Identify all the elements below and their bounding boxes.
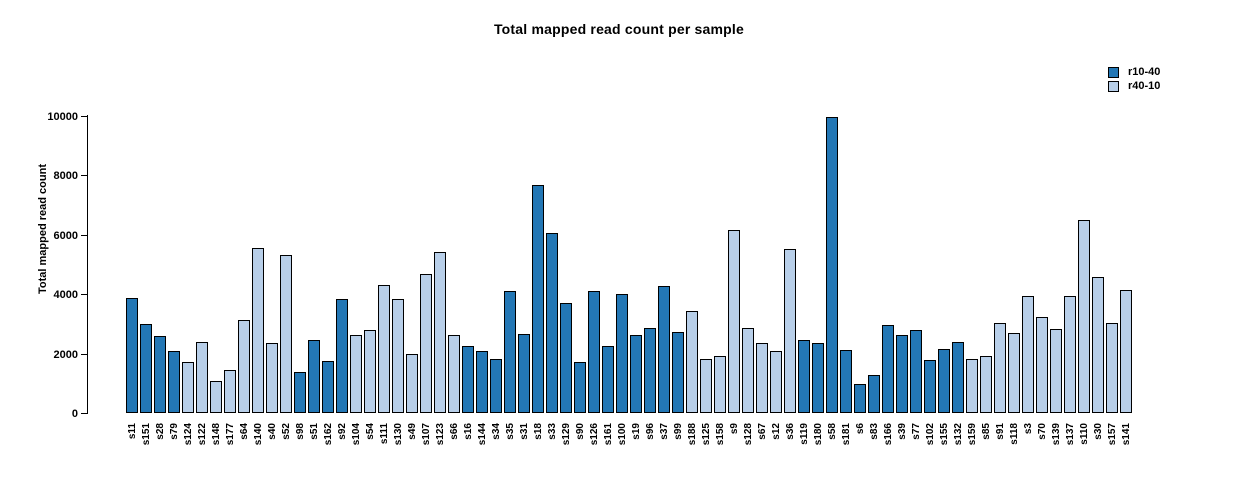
bar-s83 (868, 375, 881, 413)
bar-s90 (574, 362, 587, 413)
bar-s40 (266, 343, 279, 413)
bar-s111 (378, 285, 391, 413)
legend-swatch-r40-10-icon (1108, 80, 1119, 92)
bar-s180 (812, 343, 825, 413)
bar-s67 (756, 343, 769, 413)
bar-s51 (308, 340, 321, 413)
bar-s52 (280, 255, 293, 413)
bar-s3 (1022, 296, 1035, 413)
legend-item-r10-40: r10-40 (1108, 65, 1160, 79)
bar-s107 (420, 274, 433, 413)
bar-s100 (616, 294, 629, 413)
bar-s92 (336, 299, 349, 413)
bar-s28 (154, 336, 167, 413)
bar-s137 (1064, 296, 1077, 413)
y-tick-label: 6000 (53, 229, 78, 242)
bar-s104 (350, 335, 363, 413)
y-tick-label: 8000 (53, 169, 78, 182)
bar-s18 (532, 185, 545, 413)
bar-s12 (770, 351, 783, 413)
bar-s110 (1078, 220, 1091, 413)
bar-s139 (1050, 329, 1063, 413)
legend-swatch-r10-40-icon (1108, 66, 1119, 78)
bar-s66 (448, 335, 461, 413)
bar-s98 (294, 372, 307, 413)
bar-s155 (938, 349, 951, 413)
bar-s122 (196, 342, 209, 413)
bar-s70 (1036, 317, 1049, 413)
bar-s35 (504, 291, 517, 413)
bar-s158 (714, 356, 727, 413)
bar-s123 (434, 252, 447, 413)
bar-s30 (1092, 277, 1105, 413)
y-axis-line (87, 115, 88, 414)
legend: r10-40 r40-10 (1108, 65, 1160, 93)
y-tick-label: 4000 (53, 288, 78, 301)
legend-label-r10-40: r10-40 (1128, 66, 1161, 78)
bar-s102 (924, 360, 937, 413)
bar-s159 (966, 359, 979, 413)
bar-s77 (910, 330, 923, 413)
bar-s128 (742, 328, 755, 413)
bar-s166 (882, 325, 895, 413)
bar-s79 (168, 351, 181, 413)
bar-s37 (658, 286, 671, 413)
bar-s31 (518, 334, 531, 413)
bar-s151 (140, 324, 153, 413)
bar-s130 (392, 299, 405, 413)
bar-s129 (560, 303, 573, 413)
bar-s36 (784, 249, 797, 413)
bar-s148 (210, 381, 223, 413)
bar-s161 (602, 346, 615, 413)
legend-item-r40-10: r40-10 (1108, 79, 1160, 93)
bar-s85 (980, 356, 993, 413)
bar-s162 (322, 361, 335, 413)
bar-s11 (126, 298, 139, 413)
bar-s125 (700, 359, 713, 413)
bar-s33 (546, 233, 559, 413)
y-tick-label: 2000 (53, 348, 78, 361)
bar-s19 (630, 335, 643, 413)
y-tick-label: 0 (71, 407, 78, 420)
y-tick-mark (81, 235, 87, 236)
bar-s119 (798, 340, 811, 413)
y-tick-mark (81, 175, 87, 176)
y-tick-mark (81, 413, 87, 414)
bar-s181 (840, 350, 853, 413)
bar-s96 (644, 328, 657, 413)
bar-s16 (462, 346, 475, 413)
bar-s157 (1106, 323, 1119, 413)
bar-s177 (224, 370, 237, 413)
bar-s9 (728, 230, 741, 413)
bar-s49 (406, 354, 419, 413)
bar-s64 (238, 320, 251, 413)
bar-s99 (672, 332, 685, 413)
y-tick-mark (81, 294, 87, 295)
bar-s91 (994, 323, 1007, 413)
bar-s39 (896, 335, 909, 413)
y-tick-mark (81, 354, 87, 355)
y-tick-mark (81, 116, 87, 117)
bar-s58 (826, 117, 839, 413)
bar-s140 (252, 248, 265, 413)
bar-s141 (1120, 290, 1133, 413)
bar-s118 (1008, 333, 1021, 413)
bar-s34 (490, 359, 503, 413)
bar-s126 (588, 291, 601, 413)
bar-s6 (854, 384, 867, 413)
y-tick-label: 10000 (47, 110, 78, 123)
legend-label-r40-10: r40-10 (1128, 80, 1161, 92)
bar-s124 (182, 362, 195, 413)
bar-s132 (952, 342, 965, 413)
chart-title: Total mapped read count per sample (493, 21, 745, 37)
bar-s144 (476, 351, 489, 413)
bar-s188 (686, 311, 699, 413)
bar-s54 (364, 330, 377, 413)
